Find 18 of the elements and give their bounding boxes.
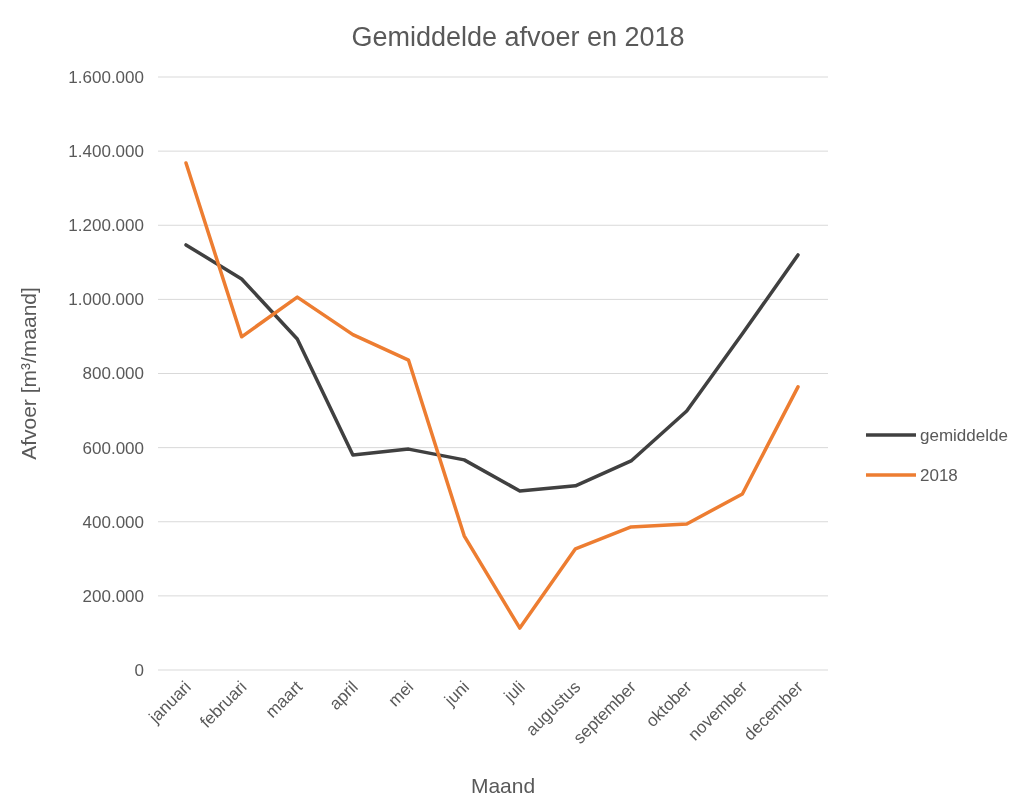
x-tick-label: juli bbox=[499, 677, 529, 707]
y-tick-label: 1.600.000 bbox=[68, 67, 144, 87]
x-tick-label: mei bbox=[384, 677, 418, 711]
y-tick-label: 0 bbox=[134, 660, 144, 680]
chart-title: Gemiddelde afvoer en 2018 bbox=[351, 22, 685, 52]
y-axis-title: Afvoer [m³/maand] bbox=[17, 287, 40, 460]
y-tick-label: 1.000.000 bbox=[68, 290, 144, 310]
y-tick-label: 400.000 bbox=[82, 512, 144, 532]
y-tick-label: 200.000 bbox=[82, 586, 144, 606]
legend-label: 2018 bbox=[920, 465, 958, 485]
legend-label: gemiddelde bbox=[920, 425, 1008, 445]
x-axis-title: Maand bbox=[470, 774, 536, 797]
y-tick-label: 1.400.000 bbox=[68, 142, 144, 162]
line-series bbox=[184, 243, 800, 493]
y-tick-label: 600.000 bbox=[82, 438, 144, 458]
y-tick-label: 1.200.000 bbox=[68, 216, 144, 236]
line-series bbox=[184, 161, 800, 630]
y-tick-label: 800.000 bbox=[82, 364, 144, 384]
